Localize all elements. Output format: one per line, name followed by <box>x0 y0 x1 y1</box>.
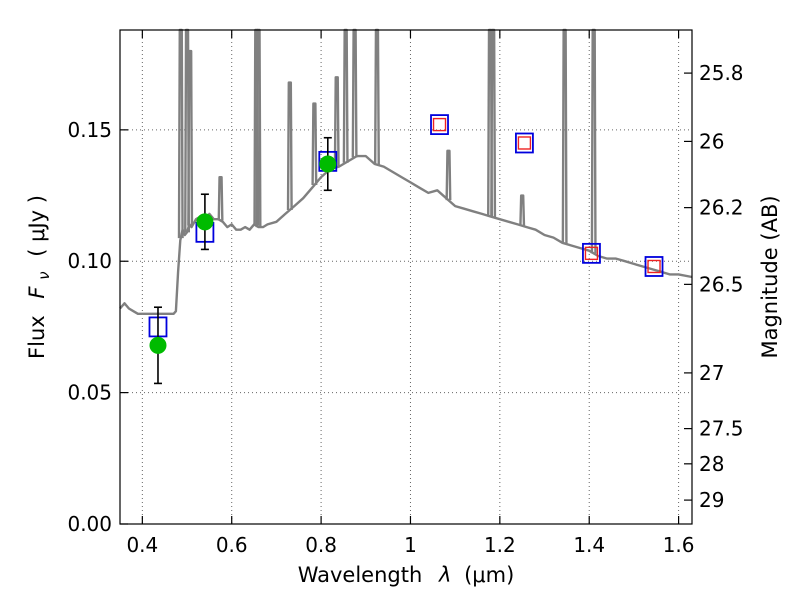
observed-point <box>149 336 167 354</box>
emission-line <box>373 28 380 165</box>
y-axis-symbol: F <box>25 286 49 299</box>
y-tick-label: 0.00 <box>67 512 112 536</box>
y-axis-title: Flux F ν ( μJy ) <box>25 195 54 359</box>
emission-line <box>286 81 293 211</box>
mag-tick-label: 29 <box>699 488 724 512</box>
plot-frame <box>119 29 693 525</box>
x-axis-title: Wavelength λ (μm) <box>298 563 515 587</box>
x-tick-label: 1.2 <box>484 533 516 557</box>
x-tick-label: 1 <box>404 533 417 557</box>
model-inner-marker <box>647 259 661 274</box>
emission-line <box>217 175 224 221</box>
emission-line <box>590 28 597 254</box>
model-inner-marker <box>432 117 447 132</box>
model-box-marker <box>582 242 601 264</box>
spectrum-line <box>119 154 693 315</box>
marker-layer <box>148 114 664 385</box>
emission-line <box>342 28 349 163</box>
model-inner-marker <box>584 246 599 261</box>
mag-tick-label: 27.5 <box>699 417 744 441</box>
x-tick-label: 0.8 <box>305 533 337 557</box>
emission-line <box>311 102 318 186</box>
mag-tick-label: 27 <box>699 361 724 385</box>
mag-tick-label: 26.5 <box>699 272 744 296</box>
emission-line <box>445 149 452 201</box>
x-tick-label: 1.6 <box>663 533 695 557</box>
observed-point <box>196 213 214 231</box>
emission-line <box>519 194 526 226</box>
x-axis-symbol: λ <box>438 563 451 587</box>
grid <box>120 30 692 525</box>
x-tick-label: 0.4 <box>126 533 158 557</box>
tick-layer: 0.4 0.6 0.8 1 1.2 1.4 1.6 0.00 0.05 0.10 0.15 25.8 2… <box>67 30 744 557</box>
mag-tick-label: 28 <box>699 452 724 476</box>
emission-line <box>351 28 358 158</box>
x-axis-unit: (μm) <box>464 563 514 587</box>
y-tick-label: 0.15 <box>67 118 112 142</box>
emission-line <box>333 76 340 168</box>
model-box-marker <box>644 256 664 277</box>
emission-line <box>187 49 194 226</box>
x-axis-label: Wavelength <box>298 563 423 587</box>
model-box-marker <box>430 114 449 135</box>
x-tick-label: 1.4 <box>573 533 605 557</box>
observed-point <box>319 155 337 173</box>
model-inner-marker <box>517 136 532 150</box>
y-tick-label: 0.10 <box>67 249 112 273</box>
y-axis-subscript: ν <box>35 271 53 279</box>
mag-tick-label: 26.2 <box>699 196 744 220</box>
model-box-marker <box>515 132 534 154</box>
emission-line <box>177 28 184 239</box>
y-axis-label: Flux <box>25 315 49 359</box>
spectrum-layer <box>119 28 693 315</box>
emission-line <box>490 28 497 218</box>
y-axis-unit: ( μJy ) <box>25 195 49 257</box>
mag-tick-label: 26 <box>699 129 724 153</box>
y-tick-label: 0.05 <box>67 381 112 405</box>
y2-axis-title: Magnitude (AB) <box>758 195 782 358</box>
x-tick-label: 0.6 <box>216 533 248 557</box>
emission-line <box>561 28 568 244</box>
mag-tick-label: 25.8 <box>699 61 744 85</box>
